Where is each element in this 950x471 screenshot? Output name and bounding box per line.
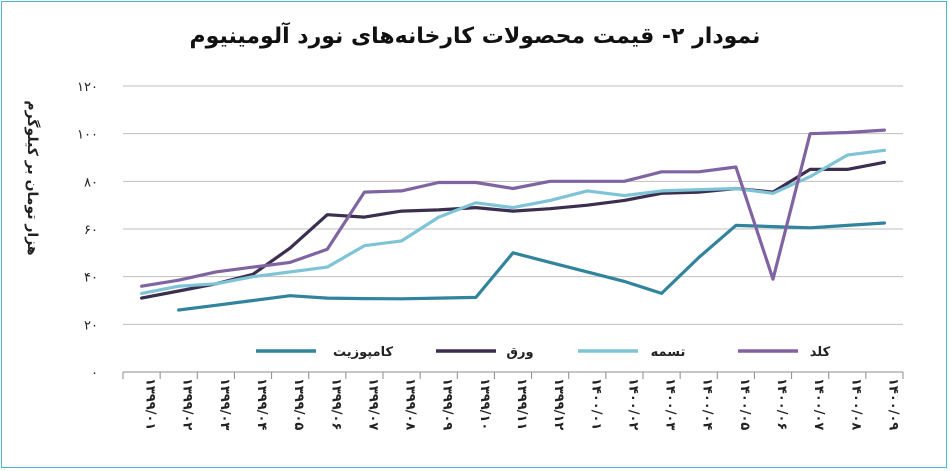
x-tick-label: ۱۳۹۹/۰۹ (440, 378, 455, 430)
x-tick-label: ۱۳۹۹/۰۵ (291, 378, 306, 430)
x-tick-label: ۱۴۰۰/۰۹ (885, 378, 900, 430)
x-tick-label: ۱۳۹۹/۰۸ (403, 378, 418, 430)
x-tick-label: ۱۴۰۰/۰۸ (848, 378, 863, 430)
x-tick-label: ۱۳۹۹/۰۳ (217, 378, 232, 430)
gridlines (123, 85, 903, 325)
x-tick-label: ۱۴۰۰/۰۷ (811, 378, 826, 430)
legend-item-2: ورق (436, 345, 534, 360)
y-tick-label: ۱۰۰ (77, 128, 98, 143)
y-tick-label: ۸۰ (84, 175, 98, 190)
x-tick-label: ۱۴۰۰/۰۲ (625, 378, 640, 430)
y-tick-label: ۶۰ (84, 223, 98, 238)
x-tick-label: ۱۳۹۹/۱۲ (551, 378, 566, 430)
y-axis-ticks: ۰ ۲۰ ۴۰ ۶۰ ۸۰ ۱۰۰ ۱۲۰ (77, 80, 98, 381)
series-line-3 (140, 148, 887, 295)
y-axis-label: هزار تومان بر کیلوگرم (24, 100, 41, 255)
x-tick-label: ۱۳۹۹/۰۲ (180, 378, 195, 430)
x-tick-label: ۱۳۹۹/۰۷ (365, 378, 380, 430)
x-tick-label: ۱۴۰۰/۰۱ (588, 378, 603, 430)
x-tick-label: ۱۴۰۰/۰۳ (663, 378, 678, 430)
legend-item-3: تسمه (578, 345, 685, 360)
y-tick-label: ۱۲۰ (77, 80, 98, 95)
x-tick-label: ۱۳۹۹/۱۰ (477, 378, 492, 430)
x-tick-label: ۱۴۰۰/۰۵ (737, 378, 752, 430)
chart-title: نمودار ۲- قیمت محصولات کارخانه‌های نورد … (190, 21, 761, 49)
x-tick-label: ۱۳۹۹/۰۱ (143, 378, 158, 430)
series-line-1 (177, 221, 887, 312)
legend: کامپوزیت ورق تسمه کلد (256, 345, 831, 360)
legend-item-4: کلد (738, 345, 831, 360)
x-tick-label: ۱۳۹۹/۰۴ (254, 378, 269, 430)
series-lines (140, 128, 887, 312)
x-tick-label: ۱۳۹۹/۱۱ (514, 378, 529, 430)
legend-label: کامپوزیت (333, 345, 394, 360)
legend-label: کلد (810, 345, 831, 360)
legend-item-1: کامپوزیت (256, 345, 393, 360)
legend-label: تسمه (651, 345, 686, 360)
x-tick-label: ۱۴۰۰/۰۶ (774, 378, 789, 430)
legend-label: ورق (506, 345, 533, 360)
y-tick-label: ۰ (91, 366, 98, 381)
y-tick-label: ۴۰ (84, 271, 98, 286)
x-tick-label: ۱۳۹۹/۰۶ (328, 378, 343, 430)
x-axis: ۱۳۹۹/۰۱ ۱۳۹۹/۰۲ ۱۳۹۹/۰۳ ۱۳۹۹/۰۴ ۱۳۹۹/۰۵ ۱۳۹۹/… (122, 371, 904, 430)
x-tick-label: ۱۴۰۰/۰۴ (700, 378, 715, 430)
series-line-4 (140, 128, 887, 288)
y-tick-label: ۲۰ (84, 318, 98, 333)
